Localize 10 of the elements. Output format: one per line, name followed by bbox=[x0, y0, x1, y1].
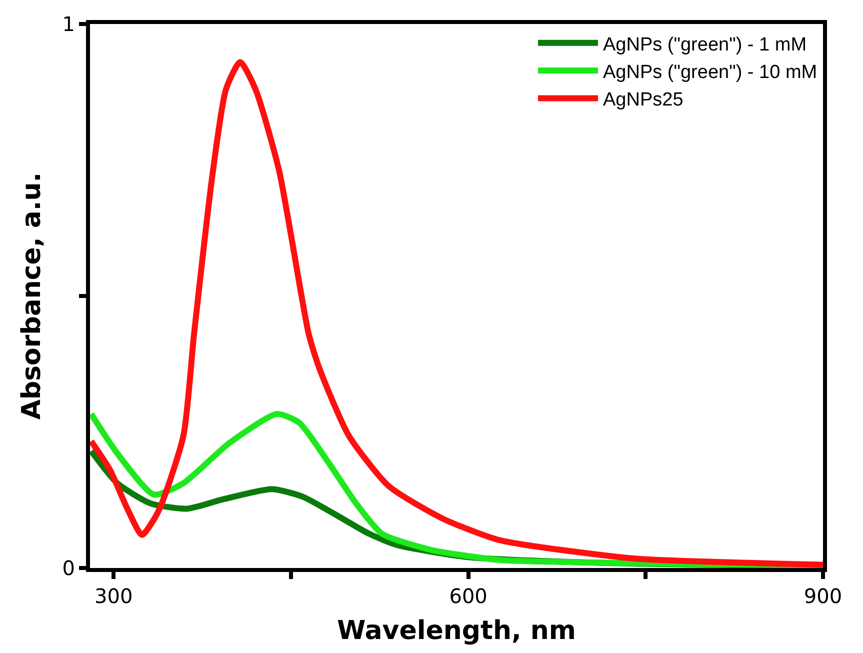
x-tick-label: 300 bbox=[94, 584, 133, 608]
legend-label: AgNPs ("green") - 1 mM bbox=[603, 34, 807, 56]
x-tick-label: 900 bbox=[804, 584, 842, 608]
y-tick-label: 0 bbox=[62, 556, 75, 580]
y-tick-label: 1 bbox=[62, 12, 75, 36]
legend-label: AgNPs ("green") - 10 mM bbox=[603, 62, 818, 83]
x-axis-title: Wavelength, nm bbox=[336, 616, 576, 646]
legend-label: AgNPs25 bbox=[603, 90, 684, 111]
x-tick-label: 600 bbox=[449, 584, 488, 608]
y-axis-title: Absorbance, a.u. bbox=[17, 172, 48, 420]
